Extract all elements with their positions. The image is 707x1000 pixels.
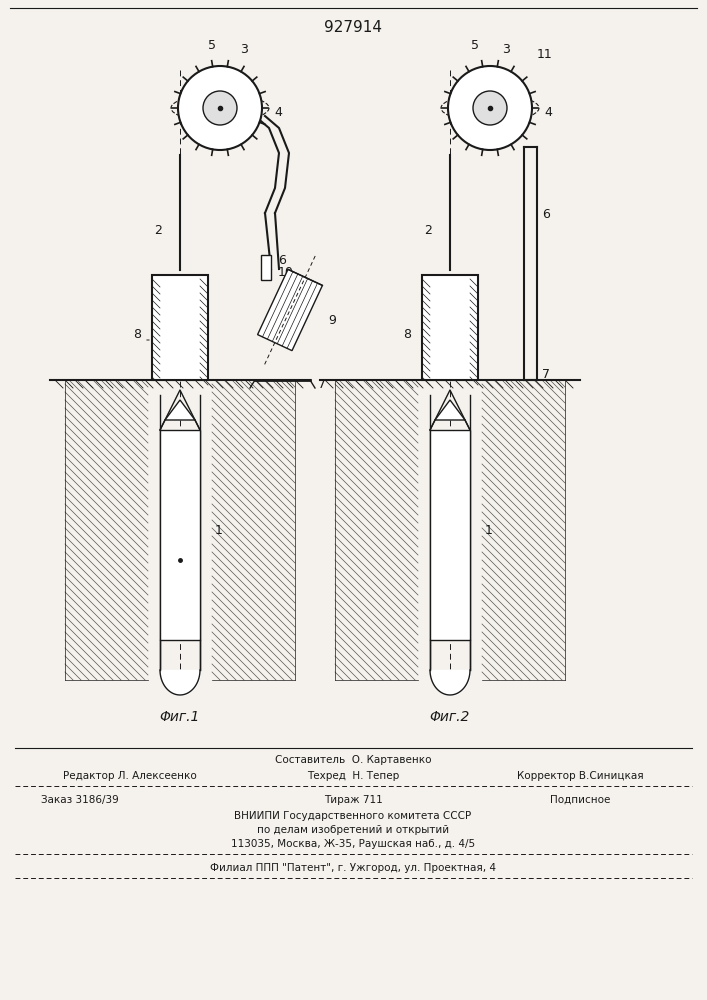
Text: 10: 10 <box>278 266 294 279</box>
Circle shape <box>178 66 262 150</box>
Text: Φиг.1: Φиг.1 <box>160 710 200 724</box>
Text: 2: 2 <box>424 224 432 236</box>
Circle shape <box>203 91 237 125</box>
Circle shape <box>473 91 507 125</box>
Polygon shape <box>257 269 322 351</box>
Polygon shape <box>435 400 465 420</box>
Text: 8: 8 <box>403 328 411 342</box>
Text: 7: 7 <box>318 378 326 391</box>
Text: 113035, Москва, Ж-35, Раушская наб., д. 4/5: 113035, Москва, Ж-35, Раушская наб., д. … <box>231 839 475 849</box>
Text: 1: 1 <box>485 524 493 536</box>
Text: 9: 9 <box>328 314 336 326</box>
Text: 5: 5 <box>471 39 479 52</box>
Text: 2: 2 <box>154 224 162 236</box>
Bar <box>152 275 208 380</box>
Text: 11: 11 <box>537 48 553 61</box>
Text: Филиал ППП "Патент", г. Ужгород, ул. Проектная, 4: Филиал ППП "Патент", г. Ужгород, ул. Про… <box>210 863 496 873</box>
Text: 3: 3 <box>502 43 510 56</box>
Text: Редактор Л. Алексеенко: Редактор Л. Алексеенко <box>63 771 197 781</box>
Text: Тираж 711: Тираж 711 <box>324 795 382 805</box>
Text: ВНИИПИ Государственного комитета СССР: ВНИИПИ Государственного комитета СССР <box>235 811 472 821</box>
Text: Техред  Н. Тепер: Техред Н. Тепер <box>307 771 399 781</box>
Text: 8: 8 <box>133 328 141 342</box>
Text: Составитель  О. Картавенко: Составитель О. Картавенко <box>275 755 431 765</box>
Bar <box>430 430 470 640</box>
Text: Подписное: Подписное <box>550 795 610 805</box>
Text: Φиг.2: Φиг.2 <box>430 710 470 724</box>
Text: Корректор В.Синицкая: Корректор В.Синицкая <box>517 771 643 781</box>
Text: 6: 6 <box>542 209 550 222</box>
Bar <box>261 255 271 280</box>
Text: по делам изобретений и открытий: по делам изобретений и открытий <box>257 825 449 835</box>
Text: 7: 7 <box>542 368 550 381</box>
Text: 927914: 927914 <box>324 20 382 35</box>
Text: 4: 4 <box>544 106 552 119</box>
Text: 6: 6 <box>278 253 286 266</box>
Text: 4: 4 <box>274 106 282 119</box>
Text: 5: 5 <box>208 39 216 52</box>
Text: 1: 1 <box>215 524 223 536</box>
Circle shape <box>448 66 532 150</box>
Polygon shape <box>165 400 195 420</box>
Bar <box>422 275 478 380</box>
Text: 3: 3 <box>240 43 248 56</box>
Text: Заказ 3186/39: Заказ 3186/39 <box>41 795 119 805</box>
Bar <box>160 430 200 640</box>
